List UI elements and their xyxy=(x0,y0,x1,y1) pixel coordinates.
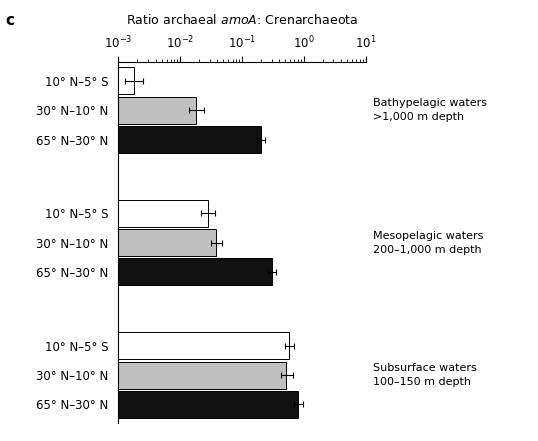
Text: c: c xyxy=(5,13,15,28)
Bar xyxy=(0,126,261,153)
Bar xyxy=(0,229,216,256)
Title: Ratio archaeal $\it{amoA}$: Crenarchaeota: Ratio archaeal $\it{amoA}$: Crenarchaeot… xyxy=(126,13,358,26)
Bar xyxy=(0,97,196,123)
Text: Subsurface waters
100–150 m depth: Subsurface waters 100–150 m depth xyxy=(373,363,477,387)
Bar xyxy=(0,67,134,94)
Bar xyxy=(0,362,286,389)
Text: Bathypelagic waters
>1,000 m depth: Bathypelagic waters >1,000 m depth xyxy=(373,98,487,122)
Bar xyxy=(0,332,289,359)
Text: Mesopelagic waters
200–1,000 m depth: Mesopelagic waters 200–1,000 m depth xyxy=(373,231,484,254)
Bar xyxy=(0,258,272,285)
Bar xyxy=(0,391,298,418)
Bar xyxy=(0,200,208,227)
